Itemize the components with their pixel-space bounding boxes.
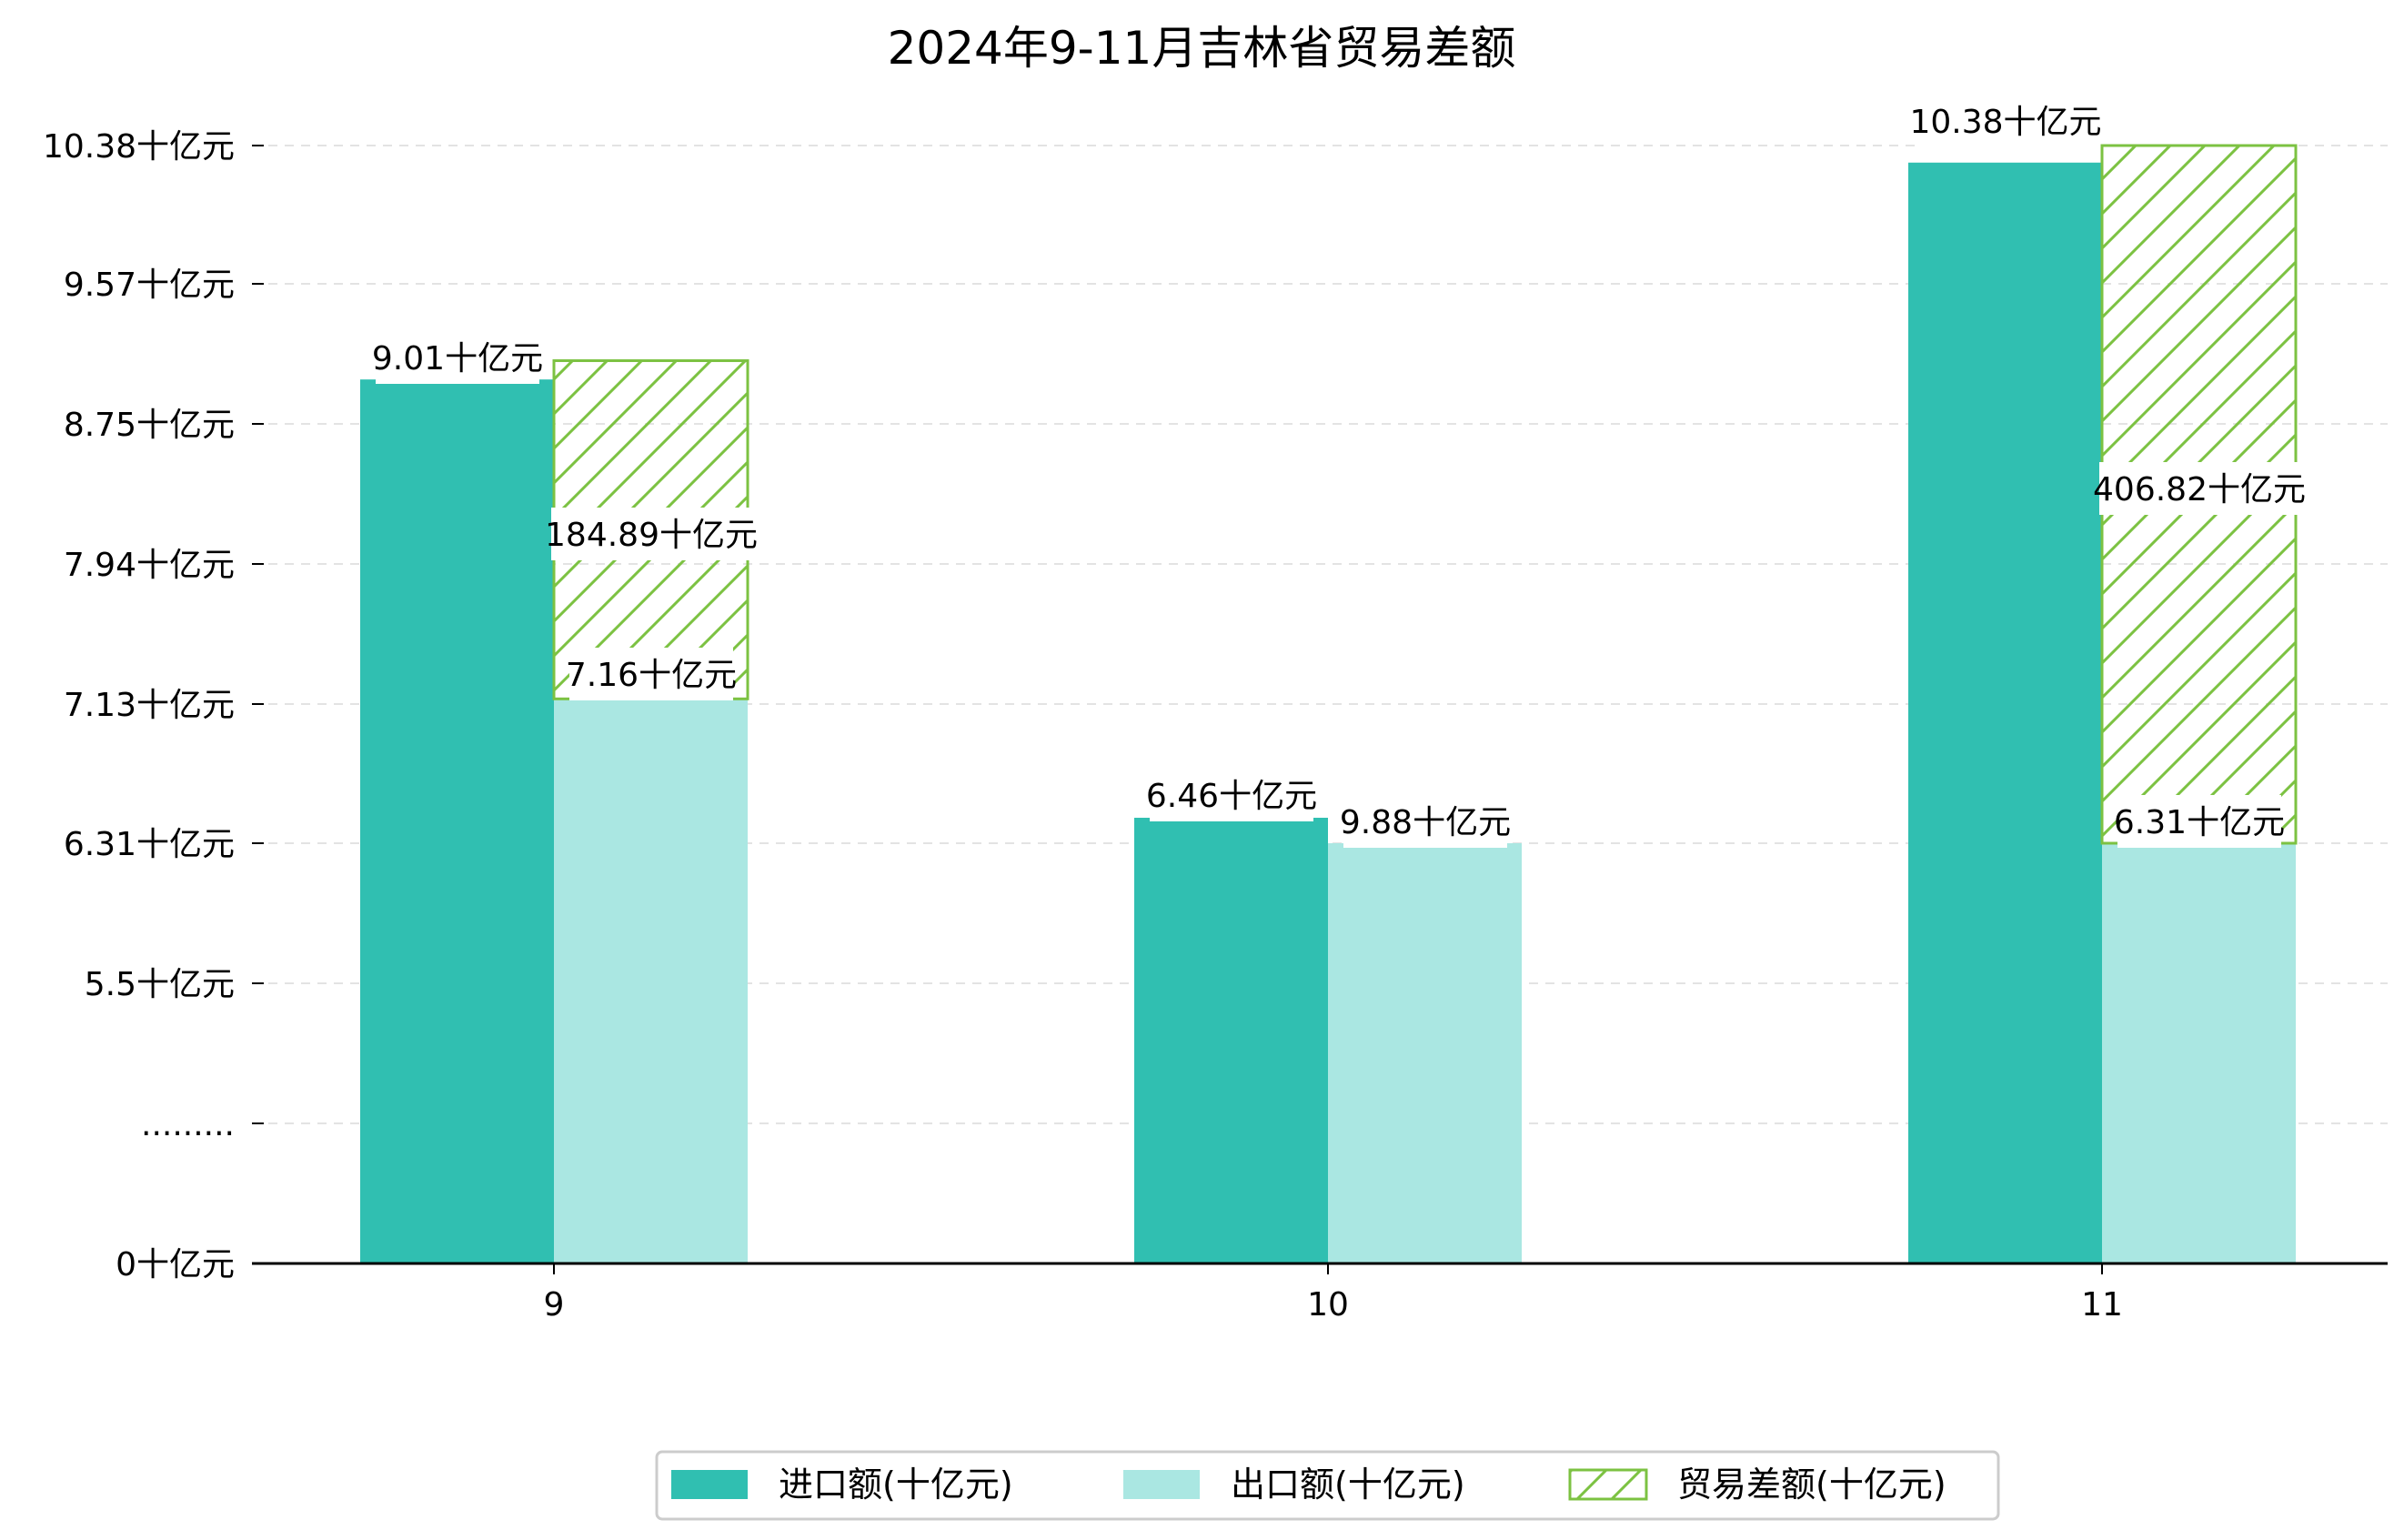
- y-tick-label: 8.75十亿元: [64, 407, 235, 444]
- label-export-11: 6.31十亿元: [2114, 804, 2285, 841]
- legend-box: [655, 1450, 2000, 1521]
- bars: [360, 144, 2298, 1264]
- x-tick-label: 9: [544, 1286, 565, 1324]
- bar-export-9: [554, 699, 748, 1263]
- legend[interactable]: 进口额(十亿元) 出口额(十亿元) 贸易差额(十亿元): [655, 1450, 2000, 1521]
- label-balance-11-bg: [2099, 462, 2299, 515]
- data-labels: 9.01十亿元 7.16十亿元 184.89十亿元 6.46十亿元 9.88十亿元 10.…: [372, 95, 2306, 848]
- legend-swatch-2: [1568, 1468, 1648, 1501]
- chart-title: 2024年9-11月吉林省贸易差额: [888, 22, 1516, 75]
- x-axis: 9 10 11: [252, 1262, 2388, 1324]
- y-tick-label: 9.57十亿元: [64, 267, 235, 304]
- bar-import-10: [1134, 818, 1328, 1263]
- label-import-11: 10.38十亿元: [1909, 104, 2101, 141]
- label-balance-9-bg: [551, 508, 751, 560]
- label-export-10: 9.88十亿元: [1340, 804, 1511, 841]
- label-import-11-bg: [1915, 95, 2097, 147]
- label-export-9: 7.16十亿元: [566, 657, 737, 694]
- label-export-10-bg: [1343, 795, 1507, 848]
- label-import-10: 6.46十亿元: [1146, 778, 1317, 815]
- y-tick-label: 10.38十亿元: [43, 128, 235, 166]
- label-import-9-bg: [376, 331, 539, 384]
- bar-export-10: [1328, 843, 1522, 1263]
- bar-import-9: [360, 379, 554, 1263]
- label-export-9-bg: [569, 648, 733, 700]
- legend-label-2: 贸易差额(十亿元): [1677, 1465, 1946, 1505]
- label-import-10-bg: [1150, 769, 1313, 821]
- bar-import-11: [1908, 162, 2102, 1264]
- y-tick-label: 5.5十亿元: [85, 966, 235, 1003]
- legend-label-0: 进口额(十亿元): [779, 1465, 1013, 1505]
- y-tick-label: 7.94十亿元: [64, 547, 235, 584]
- label-import-9: 9.01十亿元: [372, 340, 543, 377]
- y-tick-label: 6.31十亿元: [64, 826, 235, 863]
- legend-swatch-1: [1123, 1470, 1200, 1499]
- legend-label-1: 出口额(十亿元): [1231, 1465, 1465, 1505]
- x-tick-label: 10: [1307, 1286, 1349, 1324]
- y-tick-label: 7.13十亿元: [64, 687, 235, 724]
- label-export-11-bg: [2117, 795, 2281, 848]
- x-tick-label: 11: [2081, 1286, 2123, 1324]
- y-tick-label: .........: [141, 1106, 235, 1143]
- y-tick-label: 0十亿元: [116, 1246, 235, 1283]
- y-axis: 0十亿元......... 5.5十亿元 6.31十亿元 7.13十亿元 7.94十亿元…: [43, 128, 264, 1283]
- label-balance-11: 406.82十亿元: [2093, 471, 2306, 508]
- bar-export-11: [2102, 843, 2296, 1263]
- label-balance-9: 184.89十亿元: [545, 517, 758, 554]
- legend-swatch-0: [671, 1470, 748, 1499]
